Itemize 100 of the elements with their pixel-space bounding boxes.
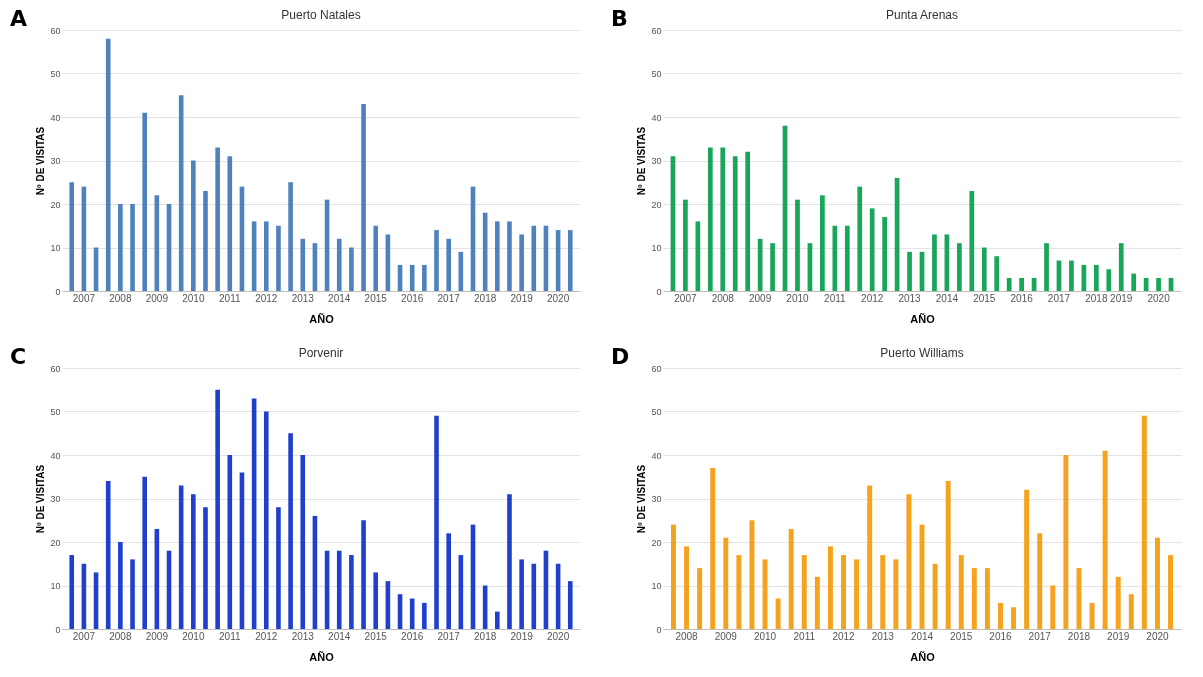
bar <box>105 38 111 291</box>
bar <box>288 182 293 291</box>
x-tick-label: 2011 <box>793 630 816 642</box>
bar <box>945 481 951 629</box>
x-axis-title: AÑO <box>309 312 335 325</box>
x-tick-label: 2014 <box>910 630 934 642</box>
bar <box>998 602 1003 629</box>
y-tick-label: 50 <box>651 69 662 79</box>
x-tick-label: 2011 <box>219 630 241 642</box>
bar <box>907 251 912 291</box>
bar <box>1006 277 1012 291</box>
bar <box>723 537 729 629</box>
x-tick-label: 2018 <box>474 630 497 642</box>
bar <box>1141 415 1147 629</box>
bar <box>361 520 366 629</box>
x-tick-label: 2018 <box>1085 292 1108 304</box>
x-tick-label: 2019 <box>1107 630 1130 642</box>
bar <box>409 598 415 629</box>
bar <box>670 524 676 629</box>
x-tick-label: 2011 <box>219 292 241 304</box>
bar <box>519 234 524 291</box>
y-tick-label: 60 <box>651 363 662 374</box>
bar <box>118 204 123 291</box>
x-tick-label: 2020 <box>546 630 570 642</box>
bar <box>956 243 962 291</box>
y-tick-label: 60 <box>50 25 61 36</box>
y-tick-label: 50 <box>50 69 61 79</box>
y-axis-title: Nº DE VISITAS <box>636 126 648 196</box>
bar <box>215 389 220 629</box>
x-axis-title: AÑO <box>910 650 936 663</box>
bar <box>1131 273 1137 291</box>
bar <box>745 151 751 291</box>
bar <box>336 238 342 291</box>
bar <box>531 225 537 291</box>
bar <box>300 238 306 291</box>
y-tick-label: 50 <box>651 407 662 417</box>
bar <box>203 507 208 629</box>
bar <box>276 225 281 291</box>
bar <box>361 103 366 291</box>
text: D <box>611 344 630 369</box>
bar <box>1102 450 1108 629</box>
x-tick-label: 2009 <box>714 630 738 642</box>
x-tick-label: 2010 <box>786 292 810 304</box>
chart-title: Puerto Natales <box>281 8 361 22</box>
bar <box>1154 537 1160 629</box>
bar <box>1069 260 1074 291</box>
bar <box>227 156 233 291</box>
bar <box>191 160 196 291</box>
bar <box>1037 533 1043 629</box>
y-tick-label: 40 <box>50 112 61 123</box>
y-tick-label: 0 <box>656 624 662 635</box>
bar <box>749 520 755 629</box>
x-tick-label: 2015 <box>950 630 973 642</box>
bar <box>263 221 269 291</box>
bar <box>893 559 899 629</box>
bar <box>349 247 354 291</box>
bar <box>1143 277 1149 291</box>
x-tick-label: 2014 <box>328 292 351 304</box>
bar <box>276 507 281 629</box>
y-tick-label: 10 <box>50 581 61 591</box>
y-tick-label: 20 <box>50 199 61 210</box>
bar <box>795 199 800 291</box>
bar <box>336 550 342 629</box>
bar <box>349 555 354 629</box>
bar <box>841 555 846 629</box>
bar <box>215 147 220 291</box>
y-tick-label: 40 <box>50 450 61 461</box>
x-tick-label: 2007 <box>72 292 96 304</box>
bar <box>434 230 439 291</box>
bar <box>142 476 147 629</box>
x-tick-label: 2020 <box>546 292 570 304</box>
bar <box>854 559 860 629</box>
bar <box>869 208 875 291</box>
y-axis-title: Nº DE VISITAS <box>35 126 47 196</box>
y-tick-label: 30 <box>50 494 61 504</box>
bar <box>775 598 781 629</box>
bar <box>1063 455 1069 629</box>
bar <box>683 199 688 291</box>
bar <box>736 555 742 629</box>
bar <box>1024 489 1030 629</box>
x-tick-label: 2016 <box>401 292 424 304</box>
bar <box>105 481 111 629</box>
bar <box>1089 602 1095 629</box>
x-tick-label: 2019 <box>510 292 534 304</box>
x-tick-label: 2010 <box>753 630 777 642</box>
bar <box>507 494 512 629</box>
bar <box>422 602 427 629</box>
bar <box>1050 585 1056 629</box>
x-tick-label: 2014 <box>935 292 959 304</box>
y-tick-label: 30 <box>651 494 662 504</box>
bar <box>130 559 135 629</box>
bar <box>1168 555 1174 629</box>
bar <box>882 217 888 291</box>
bar <box>263 411 269 629</box>
bar <box>697 568 703 629</box>
y-tick-label: 10 <box>651 243 662 253</box>
y-tick-label: 60 <box>50 363 61 374</box>
bar <box>288 433 293 629</box>
x-tick-label: 2010 <box>182 630 205 642</box>
x-tick-label: 2020 <box>1147 292 1171 304</box>
